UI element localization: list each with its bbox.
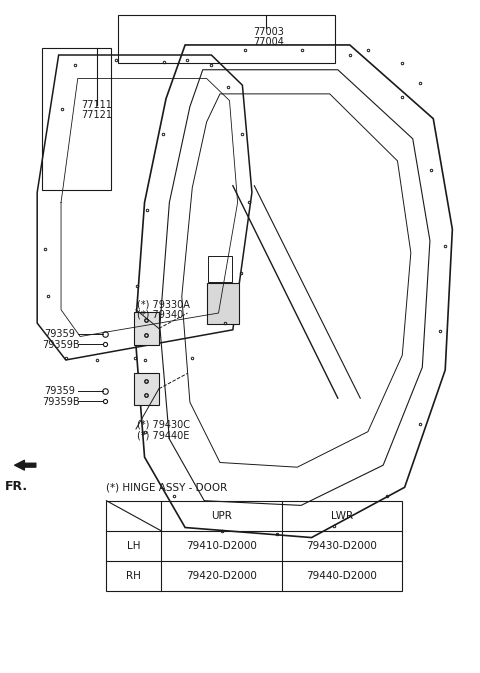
Text: RH: RH — [126, 571, 141, 581]
Bar — [107, 501, 402, 591]
Text: FR.: FR. — [5, 480, 28, 493]
Bar — [42, 48, 111, 190]
Bar — [118, 15, 336, 63]
Bar — [207, 256, 232, 281]
Text: 77111: 77111 — [82, 100, 112, 110]
Text: LH: LH — [127, 541, 141, 551]
Text: 79430-D2000: 79430-D2000 — [307, 541, 377, 551]
Text: 79420-D2000: 79420-D2000 — [186, 571, 257, 581]
Text: 77003: 77003 — [253, 26, 284, 36]
Text: 79359B: 79359B — [42, 397, 80, 407]
Text: (*) HINGE ASSY - DOOR: (*) HINGE ASSY - DOOR — [107, 483, 228, 493]
Text: (*) 79430C: (*) 79430C — [137, 420, 191, 430]
Text: 79359: 79359 — [44, 386, 75, 396]
Bar — [134, 373, 159, 405]
Text: 79359: 79359 — [44, 330, 75, 339]
Bar — [134, 312, 159, 345]
Text: 79440-D2000: 79440-D2000 — [307, 571, 377, 581]
Text: 77121: 77121 — [81, 110, 112, 120]
Text: 79410-D2000: 79410-D2000 — [186, 541, 257, 551]
Text: (*) 79340: (*) 79340 — [137, 310, 184, 320]
Text: 77004: 77004 — [253, 36, 284, 46]
Bar — [206, 283, 239, 324]
Text: 79359B: 79359B — [42, 341, 80, 350]
Text: (*) 79330A: (*) 79330A — [137, 299, 190, 310]
Text: UPR: UPR — [211, 511, 232, 521]
Text: (*) 79440E: (*) 79440E — [137, 430, 190, 440]
Text: LWR: LWR — [331, 511, 353, 521]
